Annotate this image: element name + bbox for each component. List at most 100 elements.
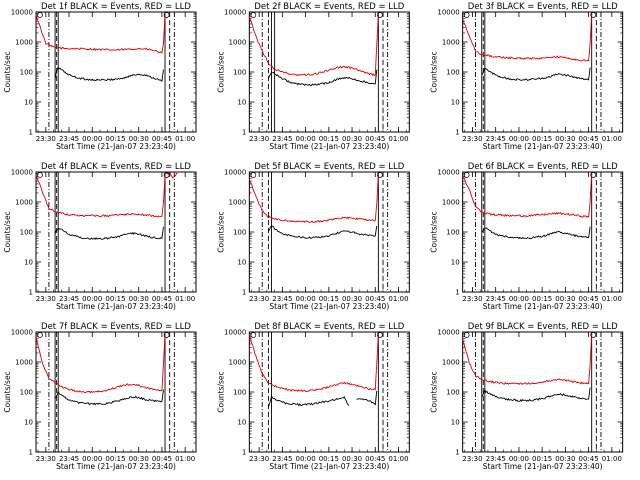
- x-tick-label: 00:30: [342, 295, 362, 303]
- events-series-line: [268, 225, 378, 239]
- plot-frame: [248, 331, 410, 453]
- x-axis-label: Start Time (21-Jan-07 23:23:40): [269, 142, 389, 151]
- corner-marker-right: [377, 172, 383, 178]
- events-series-line: [481, 387, 591, 403]
- y-tick-label: 1000: [442, 359, 460, 367]
- x-tick-label: 00:30: [342, 455, 362, 463]
- x-tick-label: 01:00: [602, 295, 622, 303]
- y-tick-label: 10: [24, 259, 33, 267]
- lld-series-line: [462, 13, 593, 62]
- x-tick-label: 00:15: [105, 295, 125, 303]
- y-tick-label: 10000: [437, 329, 459, 337]
- y-tick-label: 1000: [442, 199, 460, 207]
- x-tick-label: 00:00: [295, 295, 315, 303]
- x-axis-label: Start Time (21-Jan-07 23:23:40): [483, 302, 603, 311]
- x-tick-label: 01:00: [175, 295, 195, 303]
- x-tick-label: 23:45: [59, 455, 79, 463]
- x-tick-label: 23:45: [486, 455, 506, 463]
- y-tick-label: 100: [446, 229, 459, 237]
- x-tick-label: 00:45: [152, 295, 172, 303]
- chart-title: Det 2f BLACK = Events, RED = LLD: [254, 2, 404, 12]
- y-tick-label: 10000: [437, 169, 459, 177]
- y-tick-label: 1000: [229, 359, 247, 367]
- corner-marker-right: [163, 172, 170, 178]
- chart-title: Det 7f BLACK = Events, RED = LLD: [41, 322, 191, 332]
- chart-panel-2: Det 2f BLACK = Events, RED = LLD 1 10 100 10…: [216, 2, 410, 151]
- y-axis-label: Counts/sec: [430, 371, 439, 412]
- corner-marker-left: [250, 172, 257, 178]
- x-tick-label: 01:00: [388, 295, 408, 303]
- x-tick-label: 00:30: [129, 295, 149, 303]
- corner-marker-right: [377, 332, 383, 338]
- x-tick-label: 01:00: [388, 135, 408, 143]
- x-tick-label: 00:00: [509, 135, 529, 143]
- y-tick-label: 100: [233, 389, 246, 397]
- x-tick-label: 00:30: [129, 135, 149, 143]
- x-tick-label: 01:00: [388, 455, 408, 463]
- y-axis-label: Counts/sec: [3, 211, 12, 252]
- y-axis-label: Counts/sec: [216, 51, 225, 92]
- chart-title: Det 4f BLACK = Events, RED = LLD: [41, 162, 191, 172]
- x-tick-label: 23:30: [249, 455, 269, 463]
- lld-series-line: [35, 170, 178, 218]
- corner-marker-left: [37, 172, 43, 178]
- y-tick-label: 100: [20, 389, 33, 397]
- y-tick-label: 10: [24, 99, 33, 107]
- chart-panel-5: Det 5f BLACK = Events, RED = LLD 1 10 100 10…: [216, 162, 410, 311]
- y-tick-label: 1: [455, 289, 459, 297]
- x-tick-label: 23:30: [462, 295, 482, 303]
- x-tick-label: 00:15: [532, 295, 552, 303]
- y-tick-label: 1: [29, 289, 33, 297]
- plot-frame: [462, 11, 624, 133]
- y-tick-label: 10: [451, 259, 460, 267]
- x-tick-label: 01:00: [175, 455, 195, 463]
- x-tick-label: 00:15: [105, 455, 125, 463]
- y-tick-label: 10: [24, 419, 33, 427]
- y-tick-label: 1000: [15, 199, 33, 207]
- x-tick-label: 00:15: [532, 135, 552, 143]
- x-tick-label: 00:15: [319, 295, 339, 303]
- y-tick-label: 1: [29, 449, 33, 457]
- chart-title: Det 6f BLACK = Events, RED = LLD: [468, 162, 618, 172]
- plot-frame: [35, 11, 197, 133]
- y-tick-label: 10000: [224, 329, 246, 337]
- chart-panel-3: Det 3f BLACK = Events, RED = LLD 1 10 100 10…: [430, 2, 624, 151]
- y-tick-label: 10000: [11, 329, 33, 337]
- y-tick-label: 1000: [15, 359, 33, 367]
- y-tick-label: 1000: [15, 39, 33, 47]
- y-tick-label: 1: [455, 129, 459, 137]
- events-series-line: [267, 394, 350, 408]
- plot-frame: [248, 11, 410, 133]
- x-tick-label: 00:00: [509, 295, 529, 303]
- x-axis-label: Start Time (21-Jan-07 23:23:40): [269, 462, 389, 471]
- y-tick-label: 10000: [11, 169, 33, 177]
- x-tick-label: 23:45: [59, 295, 79, 303]
- lld-series-line: [462, 333, 593, 386]
- x-tick-label: 00:15: [319, 135, 339, 143]
- x-tick-label: 00:45: [579, 135, 599, 143]
- x-tick-label: 00:00: [82, 135, 102, 143]
- corner-marker-right: [163, 332, 170, 338]
- y-tick-label: 100: [446, 69, 459, 77]
- y-axis-label: Counts/sec: [216, 211, 225, 252]
- y-tick-label: 100: [446, 389, 459, 397]
- y-tick-label: 10: [237, 419, 246, 427]
- chart-panel-1: Det 1f BLACK = Events, RED = LLD 1 10 100 10…: [3, 2, 197, 151]
- x-tick-label: 23:30: [249, 295, 269, 303]
- x-tick-label: 01:00: [602, 455, 622, 463]
- x-axis-label: Start Time (21-Jan-07 23:23:40): [56, 142, 176, 151]
- y-tick-label: 10000: [437, 9, 459, 17]
- chart-title: Det 8f BLACK = Events, RED = LLD: [254, 322, 404, 332]
- corner-marker-left: [463, 172, 470, 178]
- x-tick-label: 00:30: [129, 455, 149, 463]
- x-tick-label: 01:00: [175, 135, 195, 143]
- x-tick-label: 00:45: [579, 295, 599, 303]
- x-tick-label: 23:45: [272, 135, 292, 143]
- x-tick-label: 23:30: [36, 455, 56, 463]
- x-axis-label: Start Time (21-Jan-07 23:23:40): [483, 462, 603, 471]
- events-series-line: [54, 66, 164, 82]
- chart-title: Det 1f BLACK = Events, RED = LLD: [41, 2, 191, 12]
- x-tick-label: 23:30: [462, 135, 482, 143]
- corner-marker-left: [463, 12, 470, 18]
- x-axis-label: Start Time (21-Jan-07 23:23:40): [56, 302, 176, 311]
